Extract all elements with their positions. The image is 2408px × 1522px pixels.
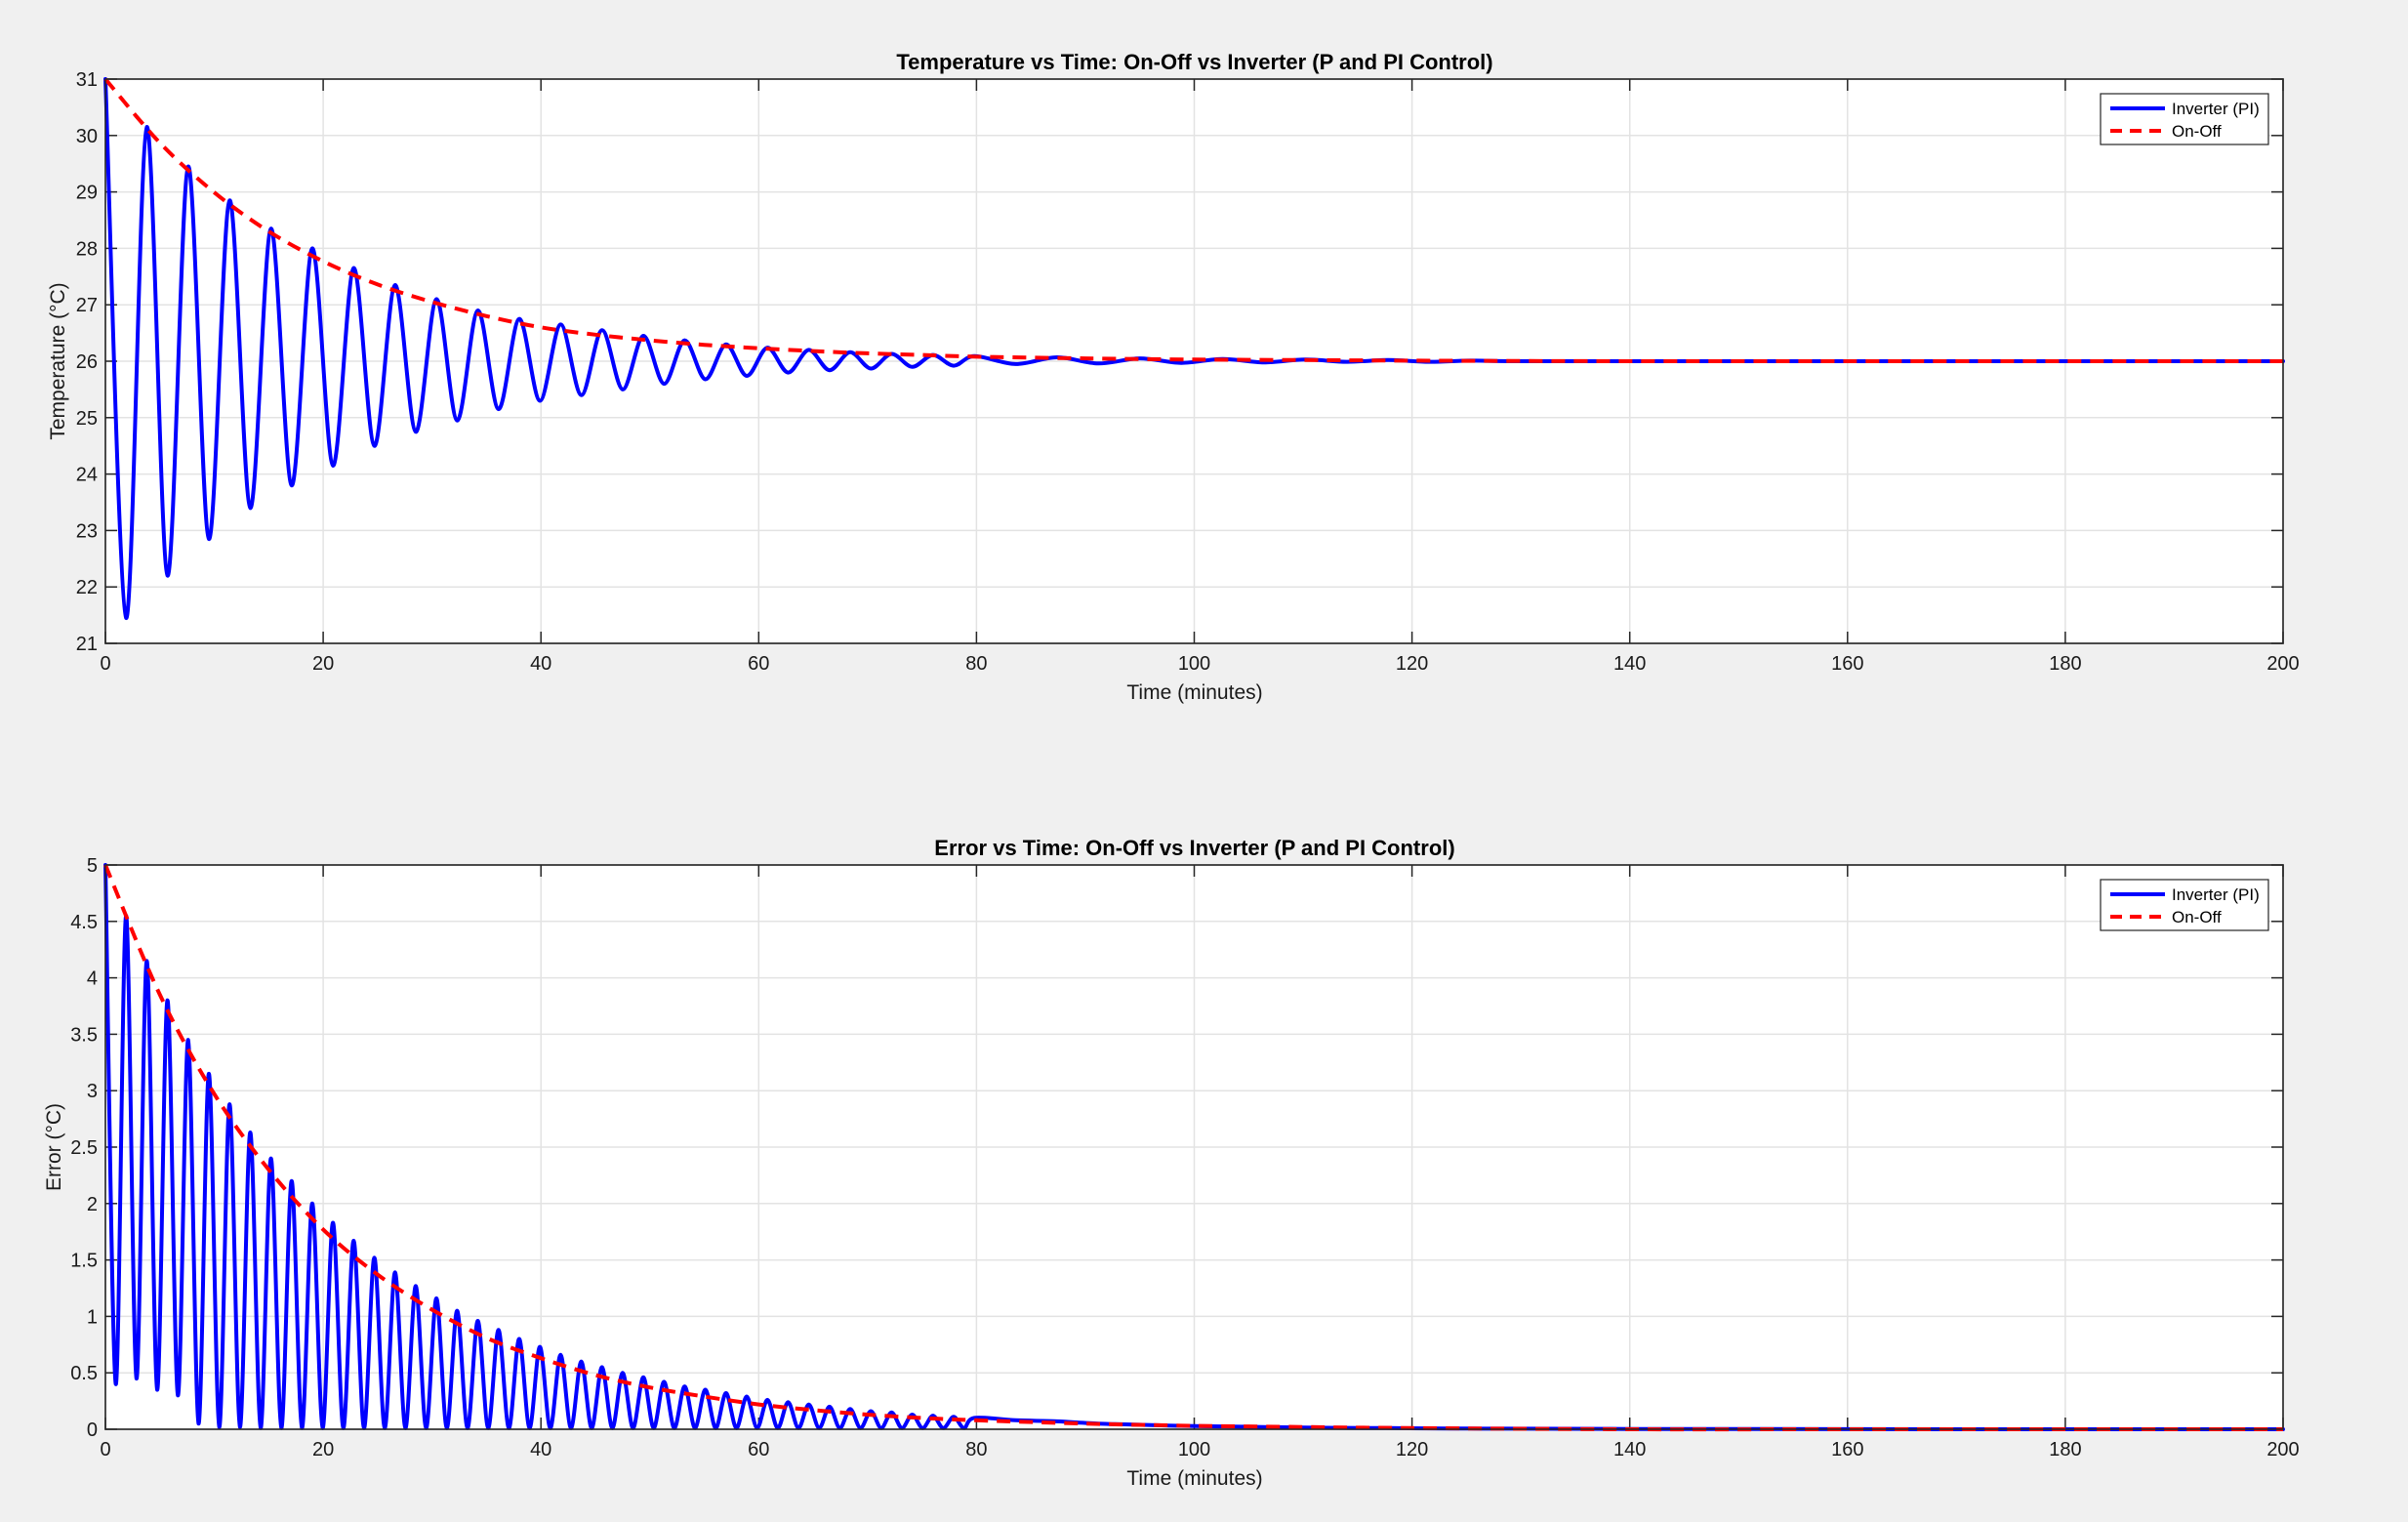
- y-tick-label: 4: [87, 968, 98, 990]
- x-tick-label: 0: [100, 653, 110, 675]
- y-tick-label: 0.5: [70, 1363, 98, 1384]
- y-tick-label: 1: [87, 1306, 98, 1328]
- y-tick-label: 24: [76, 465, 98, 486]
- x-tick-label: 40: [530, 1439, 551, 1460]
- x-tick-label: 200: [2266, 653, 2299, 675]
- x-tick-label: 80: [965, 1439, 987, 1460]
- chart-title: Temperature vs Time: On-Off vs Inverter …: [896, 50, 1492, 74]
- y-tick-label: 0: [87, 1419, 98, 1441]
- error-chart: 0 20 40 60 80 100 120 140 160 180 200 0 0.5 1 1.5 2 2.5 3…: [43, 836, 2300, 1490]
- x-tick-label: 20: [312, 1439, 334, 1460]
- legend-box: [2100, 879, 2269, 931]
- y-tick-label: 29: [76, 183, 98, 204]
- x-tick-label: 160: [1831, 653, 1863, 675]
- y-tick-label: 30: [76, 126, 98, 147]
- x-tick-label: 180: [2049, 653, 2081, 675]
- x-tick-label: 140: [1613, 653, 1646, 675]
- x-tick-label: 200: [2266, 1439, 2299, 1460]
- x-tick-label: 100: [1178, 653, 1210, 675]
- y-tick-label: 1.5: [70, 1251, 98, 1272]
- x-axis-label: Time (minutes): [1126, 1467, 1262, 1490]
- x-tick-label: 0: [100, 1439, 110, 1460]
- x-tick-label: 20: [312, 653, 334, 675]
- y-tick-label: 5: [87, 855, 98, 877]
- axis-ticks: 0 20 40 60 80 100 120 140 160 180 200 0 0.5 1 1.5 2 2.5 3…: [70, 855, 2300, 1460]
- y-tick-label: 27: [76, 295, 98, 316]
- y-tick-label: 4.5: [70, 912, 98, 933]
- y-tick-label: 21: [76, 634, 98, 655]
- y-tick-label: 28: [76, 238, 98, 260]
- series-line-onoff: [103, 77, 2283, 364]
- y-axis-label: Error (°C): [43, 1103, 65, 1191]
- plot-border: [104, 864, 2284, 1430]
- axis-ticks: 0 20 40 60 80 100 120 140 160 180 200 21 22 23 24 25 26 2…: [76, 69, 2300, 675]
- y-tick-label: 3.5: [70, 1024, 98, 1046]
- legend[interactable]: Inverter (PI) On-Off: [2100, 93, 2269, 145]
- series-layer: [103, 77, 2285, 621]
- y-tick-label: 31: [76, 69, 98, 91]
- legend-label-onoff: On-Off: [2172, 122, 2222, 141]
- y-tick-label: 23: [76, 520, 98, 542]
- x-tick-label: 140: [1613, 1439, 1646, 1460]
- x-tick-label: 120: [1396, 1439, 1428, 1460]
- y-tick-label: 2.5: [70, 1137, 98, 1159]
- x-tick-label: 40: [530, 653, 551, 675]
- x-tick-label: 180: [2049, 1439, 2081, 1460]
- series-layer: [103, 863, 2285, 1432]
- x-tick-label: 120: [1396, 653, 1428, 675]
- y-axis-label: Temperature (°C): [47, 282, 69, 439]
- temperature-chart: 0 20 40 60 80 100 120 140 160 180 200 21 22 23 24 25 26 2…: [47, 50, 2300, 704]
- x-tick-label: 100: [1178, 1439, 1210, 1460]
- x-axis-label: Time (minutes): [1126, 681, 1262, 704]
- x-tick-label: 80: [965, 653, 987, 675]
- series-line-onoff: [103, 864, 2283, 1432]
- legend-label-inverter: Inverter (PI): [2172, 885, 2260, 904]
- y-tick-label: 22: [76, 577, 98, 598]
- y-tick-label: 25: [76, 408, 98, 430]
- chart-title: Error vs Time: On-Off vs Inverter (P and…: [934, 836, 1454, 860]
- legend[interactable]: Inverter (PI) On-Off: [2100, 879, 2269, 931]
- y-tick-label: 2: [87, 1194, 98, 1215]
- x-tick-label: 60: [748, 1439, 769, 1460]
- legend-box: [2100, 93, 2269, 145]
- legend-label-inverter: Inverter (PI): [2172, 100, 2260, 118]
- legend-label-onoff: On-Off: [2172, 908, 2222, 926]
- x-tick-label: 160: [1831, 1439, 1863, 1460]
- x-tick-label: 60: [748, 653, 769, 675]
- plot-border: [104, 78, 2284, 644]
- y-tick-label: 26: [76, 351, 98, 373]
- y-tick-label: 3: [87, 1081, 98, 1102]
